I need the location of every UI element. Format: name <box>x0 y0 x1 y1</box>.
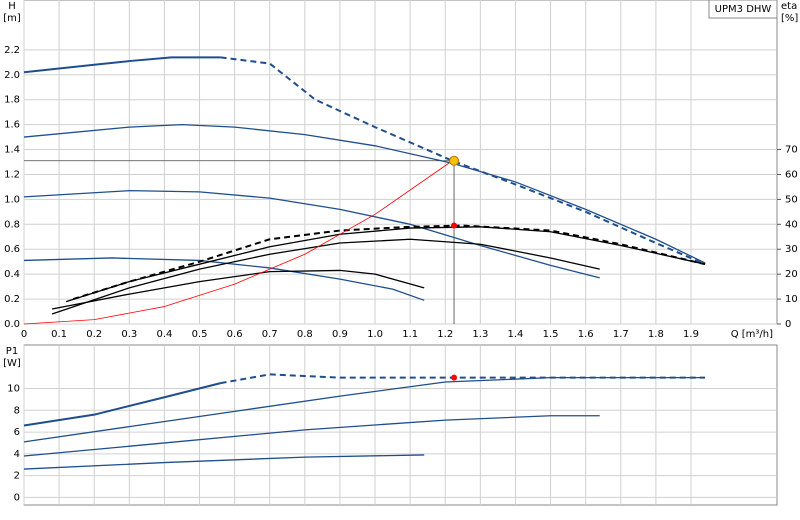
curve <box>220 373 706 385</box>
x-tick-label: 0.4 <box>156 329 172 340</box>
y2-axis-label: eta <box>781 1 797 12</box>
x-tick-label: 1.6 <box>578 329 594 340</box>
y2-tick-label: 10 <box>785 294 798 305</box>
curve <box>23 160 453 325</box>
y-tick-label: 0.2 <box>4 294 20 305</box>
curve <box>23 56 221 74</box>
y-tick-label: 10 <box>7 384 20 395</box>
y2-tick-label: 50 <box>785 194 798 205</box>
plot-area <box>23 344 778 506</box>
curve <box>72 224 706 301</box>
y-tick-label: 6 <box>14 427 20 438</box>
title-box <box>708 0 778 19</box>
y-tick-label: 2 <box>14 471 20 482</box>
x-tick-label: 0.3 <box>121 329 137 340</box>
y-tick-label: 2.2 <box>4 45 20 56</box>
y-tick-label: 1.6 <box>4 120 20 131</box>
y-tick-label: 0.0 <box>4 319 20 330</box>
x-tick-label: 1.8 <box>648 329 664 340</box>
x-tick-label: 1.1 <box>402 329 418 340</box>
x-tick-label: 1.4 <box>508 329 524 340</box>
x-tick-label: 0.8 <box>297 329 313 340</box>
y-tick-label: 1.4 <box>4 145 20 156</box>
x-tick-label: 1.0 <box>367 329 383 340</box>
y-axis-label: P1 <box>6 346 18 357</box>
x-tick-label: 1.5 <box>543 329 559 340</box>
y2-tick-label: 30 <box>785 244 798 255</box>
x-tick-label: 1.9 <box>683 329 699 340</box>
y-tick-label: 1.2 <box>4 169 20 180</box>
x-tick-label: 1.2 <box>437 329 453 340</box>
x-tick-label: 0 <box>21 329 27 340</box>
x-tick-label: 0.7 <box>262 329 278 340</box>
x-tick-label: 0.9 <box>332 329 348 340</box>
y-axis-unit: [W] <box>3 358 21 369</box>
y-tick-label: 1.8 <box>4 95 20 106</box>
y2-tick-label: 70 <box>785 145 798 156</box>
curve <box>65 226 706 303</box>
y-tick-label: 0 <box>14 492 20 503</box>
y-tick-label: 1.0 <box>4 194 20 205</box>
y-tick-label: 0.8 <box>4 219 20 230</box>
y2-tick-label: 0 <box>785 319 791 330</box>
curve <box>23 123 706 264</box>
curve <box>23 377 706 443</box>
curve <box>23 190 600 279</box>
curve <box>220 56 706 266</box>
curve <box>23 382 221 427</box>
y-tick-label: 2.0 <box>4 70 20 81</box>
operating-point <box>451 222 458 229</box>
y-axis-label: H <box>8 1 16 12</box>
x-tick-label: 0.5 <box>192 329 208 340</box>
curve <box>23 257 425 301</box>
y2-tick-label: 40 <box>785 219 798 230</box>
curve <box>51 238 600 315</box>
operating-point <box>449 155 460 166</box>
y2-tick-label: 20 <box>785 269 798 280</box>
y-tick-label: 0.4 <box>4 269 20 280</box>
x-axis-label: Q [m³/h] <box>731 329 773 340</box>
y2-axis-unit: [%] <box>781 13 798 24</box>
x-tick-label: 0.1 <box>51 329 67 340</box>
y2-tick-label: 60 <box>785 169 798 180</box>
y-tick-label: 8 <box>14 405 20 416</box>
operating-point <box>451 374 458 381</box>
x-tick-label: 0.6 <box>227 329 243 340</box>
y-axis-unit: [m] <box>3 13 21 24</box>
curve <box>23 415 600 457</box>
x-tick-label: 1.7 <box>613 329 629 340</box>
plot-area <box>23 0 778 325</box>
x-tick-label: 1.3 <box>472 329 488 340</box>
curve <box>23 454 425 470</box>
x-tick-label: 0.2 <box>86 329 102 340</box>
chart-title: UPM3 DHW <box>715 4 772 15</box>
curve <box>51 269 425 310</box>
y-tick-label: 0.6 <box>4 244 20 255</box>
y-tick-label: 4 <box>14 449 20 460</box>
